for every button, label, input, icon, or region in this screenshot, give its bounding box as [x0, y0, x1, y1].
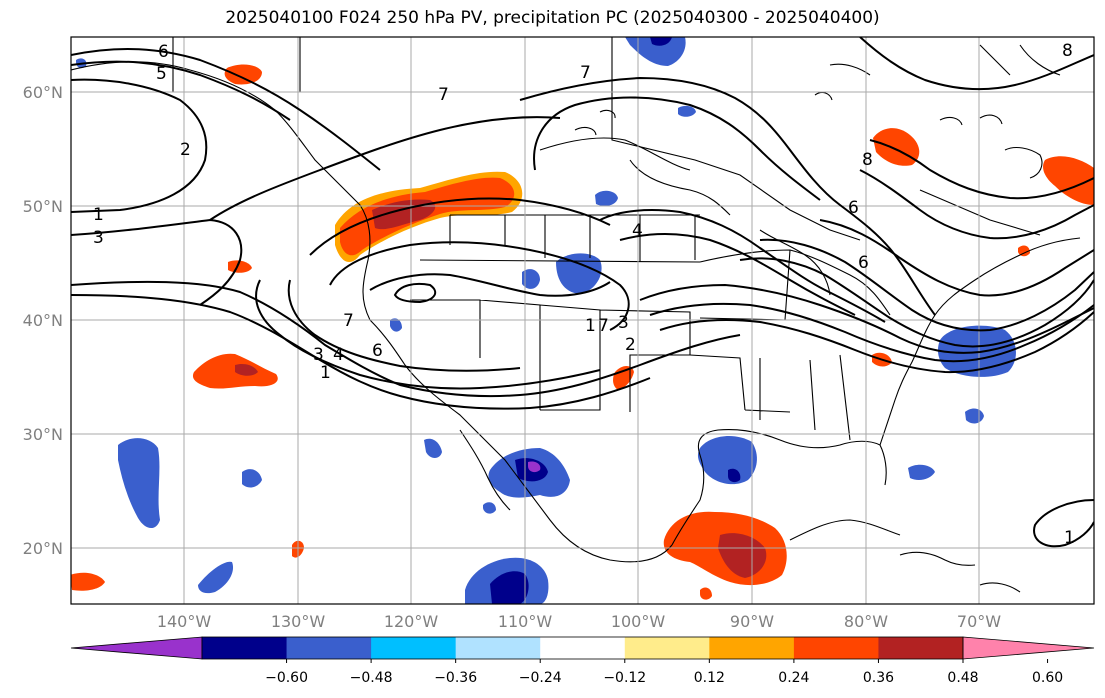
colorbar-tick-label: 0.60 [1032, 670, 1063, 686]
pv-label: 2 [180, 140, 191, 160]
colorbar-swatch [286, 637, 372, 659]
colorbar-extend-low [70, 636, 203, 660]
pv-contour-labels: 6 5 2 1 3 7 7 4 7 6 3 4 1 6 7 1 2 3 8 8 … [93, 41, 1075, 548]
lon-label: 100°W [611, 612, 666, 631]
colorbar-tick-label: 0.48 [947, 670, 978, 686]
map-plot-area: 6 5 2 1 3 7 7 4 7 6 3 4 1 6 7 1 2 3 8 8 … [71, 37, 1094, 604]
pv-label: 3 [313, 345, 324, 365]
positive-precip-anomalies [71, 64, 1094, 600]
lat-label: 30°N [23, 425, 63, 444]
pv-label: 1 [320, 363, 331, 383]
pv-label: 2 [625, 335, 636, 355]
plot-frame [70, 36, 1095, 605]
pv-label: 1 [93, 205, 104, 225]
colorbar-tick-label: −0.36 [434, 670, 477, 686]
lat-label: 20°N [23, 539, 63, 558]
colorbar-swatch [793, 637, 879, 659]
pv-label: 6 [158, 42, 169, 62]
pv-contours [71, 37, 1094, 548]
lat-label: 60°N [23, 83, 63, 102]
pv-label: 6 [372, 341, 383, 361]
longitude-labels: 140°W 130°W 120°W 110°W 100°W 90°W 80°W … [157, 612, 1001, 631]
pv-label: 6 [858, 253, 869, 273]
colorbar-swatch [540, 637, 626, 659]
lon-label: 130°W [271, 612, 326, 631]
pv-label: 3 [618, 313, 629, 333]
colorbar-tick-label: 0.24 [778, 670, 809, 686]
lat-label: 40°N [23, 311, 63, 330]
colorbar-swatch [624, 637, 710, 659]
pv-label: 1 [585, 316, 596, 336]
latitude-labels: 60°N 50°N 40°N 30°N 20°N [23, 83, 63, 558]
chart-title: 2025040100 F024 250 hPa PV, precipitatio… [225, 8, 880, 28]
pv-label: 4 [333, 345, 344, 365]
pv-label: 7 [343, 311, 354, 331]
pv-label: 8 [862, 150, 873, 170]
lon-label: 110°W [498, 612, 553, 631]
colorbar-frame [201, 636, 964, 660]
colorbar-tick-label: −0.48 [350, 670, 393, 686]
pv-label: 8 [1062, 41, 1073, 61]
colorbar-extend-high [962, 636, 1095, 660]
lon-label: 70°W [957, 612, 1001, 631]
colorbar: −0.60 −0.48 −0.36 −0.24 −0.12 0.12 0.24 0.36 0.4… [70, 636, 1095, 686]
lon-label: 120°W [384, 612, 439, 631]
pv-label: 3 [93, 228, 104, 248]
pv-label: 7 [580, 63, 591, 83]
colorbar-tick-label: 0.12 [694, 670, 725, 686]
colorbar-swatch [455, 637, 541, 659]
colorbar-tick-label: −0.60 [265, 670, 308, 686]
lat-label: 50°N [23, 197, 63, 216]
pv-label: 7 [438, 85, 449, 105]
pv-label: 1 [1064, 528, 1075, 548]
lon-label: 90°W [730, 612, 774, 631]
colorbar-swatch [709, 637, 795, 659]
lon-label: 80°W [844, 612, 888, 631]
colorbar-swatch [202, 637, 288, 659]
pv-label: 5 [156, 64, 167, 84]
colorbar-tick-label: −0.24 [519, 670, 562, 686]
colorbar-swatch [371, 637, 457, 659]
pv-label: 4 [632, 221, 643, 241]
colorbar-tick-label: 0.36 [863, 670, 894, 686]
lon-label: 140°W [157, 612, 212, 631]
pv-label: 7 [598, 316, 609, 336]
colorbar-tick-label: −0.12 [603, 670, 646, 686]
pv-label: 6 [848, 198, 859, 218]
colorbar-swatch [878, 637, 964, 659]
